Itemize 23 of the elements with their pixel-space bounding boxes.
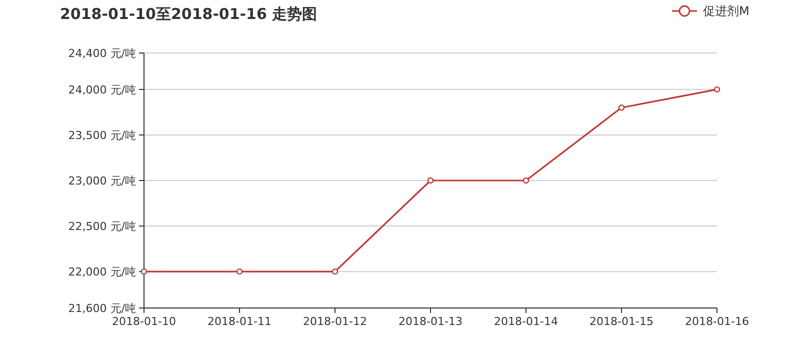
x-tick-label: 2018-01-11 [208,315,272,328]
point [618,104,625,111]
x-tick-label: 2018-01-13 [398,315,462,328]
x-tick-label: 2018-01-14 [494,315,558,328]
y-tick-label: 22,000 元/吨 [68,266,136,279]
point [140,268,148,275]
point [427,177,434,184]
point [236,268,243,275]
y-tick-label: 24,000 元/吨 [68,83,136,96]
point [332,268,338,275]
y-tick-label: 23,500 元/吨 [68,128,136,142]
y-tick-label: 23,000 元/吨 [68,174,136,188]
x-tick-label: 2018-01-15 [590,315,654,328]
x-tick-label: 2018-01-12 [303,315,367,328]
point [522,177,530,184]
point [714,86,720,93]
y-tick-label: 24,400 元/吨 [68,47,136,60]
legend-label: 促进剂M [703,4,750,18]
chart-title: 2018-01-10至2018-01-16 走势图 [60,5,318,23]
y-tick-label: 22,500 元/吨 [68,220,136,234]
x-tick-label: 2018-01-16 [685,315,749,328]
x-tick-label: 2018-01-10 [112,315,176,328]
y-tick-label: 21,600 元/吨 [68,302,136,315]
